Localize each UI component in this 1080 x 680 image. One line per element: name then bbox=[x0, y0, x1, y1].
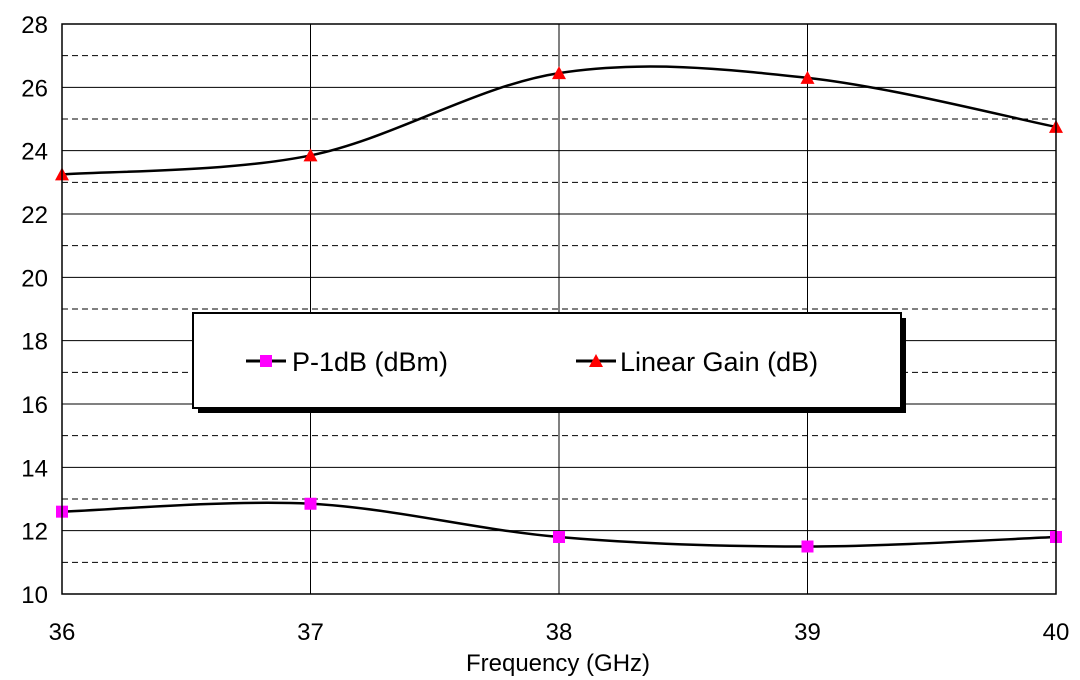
data-point-triangle bbox=[800, 70, 815, 84]
y-tick-label: 24 bbox=[21, 139, 48, 166]
y-tick-label: 18 bbox=[21, 329, 48, 356]
data-point-square bbox=[801, 540, 814, 553]
x-axis-title: Frequency (GHz) bbox=[466, 650, 650, 677]
legend-marker-p1db bbox=[260, 355, 272, 367]
y-tick-label: 28 bbox=[21, 12, 48, 39]
x-tick-label: 39 bbox=[794, 619, 821, 646]
legend-marker-gain bbox=[589, 354, 603, 367]
y-tick-label: 14 bbox=[21, 455, 48, 482]
data-point-square bbox=[304, 497, 317, 510]
x-tick-label: 37 bbox=[297, 619, 324, 646]
legend-box bbox=[192, 312, 902, 409]
x-tick-label: 40 bbox=[1043, 619, 1070, 646]
x-tick-label: 38 bbox=[546, 619, 573, 646]
y-tick-label: 16 bbox=[21, 392, 48, 419]
x-tick-label: 36 bbox=[49, 619, 76, 646]
legend: P-1dB (dBm) Linear Gain (dB) bbox=[192, 312, 906, 413]
y-tick-label: 12 bbox=[21, 519, 48, 546]
y-tick-label: 26 bbox=[21, 75, 48, 102]
plot-area-border bbox=[61, 23, 1057, 595]
y-tick-label: 10 bbox=[21, 582, 48, 609]
legend-label-p1db: P-1dB (dBm) bbox=[292, 347, 448, 377]
axes: 10 12 14 16 18 20 22 24 26 28 36 37 38 39 40 bbox=[21, 12, 1069, 646]
data-point-triangle bbox=[303, 148, 318, 162]
grid bbox=[62, 24, 1056, 594]
y-tick-label: 20 bbox=[21, 265, 48, 292]
data-point-square bbox=[553, 531, 565, 543]
y-tick-label: 22 bbox=[21, 202, 48, 229]
legend-label-gain: Linear Gain (dB) bbox=[620, 347, 818, 377]
data-point-triangle bbox=[552, 66, 566, 80]
